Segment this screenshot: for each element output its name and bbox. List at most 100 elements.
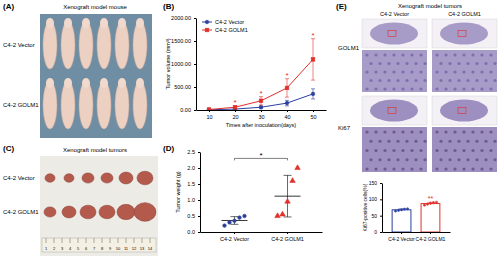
significance: ** — [428, 195, 434, 202]
nucleus — [423, 79, 426, 82]
tick-label: 2.5 — [187, 149, 195, 155]
nucleus — [414, 158, 417, 161]
tick-mark — [380, 216, 382, 217]
tick-mark — [287, 232, 288, 234]
nucleus — [401, 70, 404, 73]
nucleus — [374, 149, 377, 152]
tick-label: 50 — [371, 213, 377, 219]
ruler-tick — [70, 238, 71, 243]
point — [394, 210, 396, 212]
tick-label: 150 — [369, 180, 378, 186]
ihc-high — [432, 50, 497, 92]
nucleus — [493, 79, 496, 82]
nucleus — [392, 130, 395, 133]
nucleus — [489, 167, 492, 170]
tick-mark — [401, 232, 402, 234]
nucleus — [401, 149, 404, 152]
ruler-tick — [142, 238, 143, 243]
nucleus — [410, 149, 413, 152]
nucleus — [410, 53, 413, 56]
nucleus — [401, 87, 404, 90]
nucleus — [374, 130, 377, 133]
ruler-tick — [102, 238, 103, 243]
tick: 500.00 — [174, 84, 196, 90]
tick: 50 — [371, 213, 382, 219]
nucleus — [444, 53, 447, 56]
nucleus — [462, 70, 465, 73]
nucleus — [396, 158, 399, 161]
nucleus — [387, 140, 390, 143]
column-label: C4-2 Vector — [380, 11, 409, 17]
nucleus — [444, 149, 447, 152]
nucleus — [435, 149, 438, 152]
tumor — [119, 172, 133, 184]
tick: 1000.00 — [171, 61, 196, 67]
nucleus — [414, 79, 417, 82]
tick: 1500.00 — [171, 38, 196, 44]
axis: C4-2 VectorC4-2 GOLM1 — [383, 232, 451, 242]
nucleus — [435, 167, 438, 170]
plot-marks — [207, 39, 315, 110]
axis-line — [197, 110, 327, 111]
tumor — [101, 173, 113, 183]
nucleus — [378, 140, 381, 143]
ihc-low — [432, 96, 497, 125]
nucleus — [414, 140, 417, 143]
tick: 150 — [369, 180, 382, 186]
nucleus — [462, 130, 465, 133]
ruler-tick — [62, 238, 63, 243]
nucleus — [471, 70, 474, 73]
ruler-label: 2 — [53, 246, 56, 251]
row-label: GOLM1 — [338, 45, 360, 51]
mouse — [79, 81, 93, 129]
nucleus — [374, 167, 377, 170]
nucleus — [466, 79, 469, 82]
nucleus — [392, 87, 395, 90]
point — [280, 211, 285, 216]
tumor — [99, 205, 115, 219]
ruler-tick — [110, 238, 111, 243]
bar — [421, 204, 440, 232]
panel-label: (C) — [3, 144, 14, 153]
mouse — [61, 81, 75, 129]
tick: 0.00 — [180, 107, 196, 113]
ruler-label: 10 — [116, 246, 121, 251]
tick: 0.0 — [187, 229, 200, 235]
chart-e: C4-2 VectorC4-2 GOLM1050100150Ki67-posit… — [362, 180, 451, 241]
ruler-label: 6 — [85, 246, 88, 251]
tissue — [370, 100, 418, 122]
point — [223, 224, 227, 228]
tick-label: 40 — [284, 114, 290, 120]
tick-mark — [198, 216, 200, 217]
significance: * — [233, 98, 236, 107]
mean-line — [275, 196, 301, 197]
legend-label: C4-2 GOLM1 — [215, 27, 248, 33]
nucleus — [396, 62, 399, 65]
nucleus — [419, 53, 422, 56]
nucleus — [419, 149, 422, 152]
tick: 30 — [258, 110, 264, 120]
nucleus — [484, 62, 487, 65]
axis-line — [382, 184, 383, 233]
panel-a: (A)Xenograft model mouseC4-2 VectorC4-2 … — [3, 2, 152, 138]
nucleus — [453, 87, 456, 90]
ruler-label: 13 — [140, 246, 145, 251]
error-bar — [311, 89, 315, 99]
nucleus — [435, 130, 438, 133]
axis: 0.00500.001000.001500.002000.00 — [171, 15, 196, 113]
tick: 100 — [369, 196, 382, 202]
row-label: Ki67 — [338, 125, 351, 131]
panel-c: (C)Xenograft model tumorsC4-2 VectorC4-2… — [3, 144, 158, 256]
ihc-high — [362, 127, 427, 172]
nucleus — [365, 167, 368, 170]
tick-label: 1.0 — [187, 197, 195, 203]
error-bar — [311, 39, 315, 80]
ruler-label: 3 — [61, 246, 64, 251]
panel-label: (B) — [163, 2, 174, 11]
nucleus — [480, 167, 483, 170]
nucleus — [405, 158, 408, 161]
point — [238, 216, 242, 220]
tick-label: C4-2 GOLM1 — [271, 236, 304, 242]
legend-entry: C4-2 Vector — [202, 19, 244, 25]
nucleus — [401, 130, 404, 133]
